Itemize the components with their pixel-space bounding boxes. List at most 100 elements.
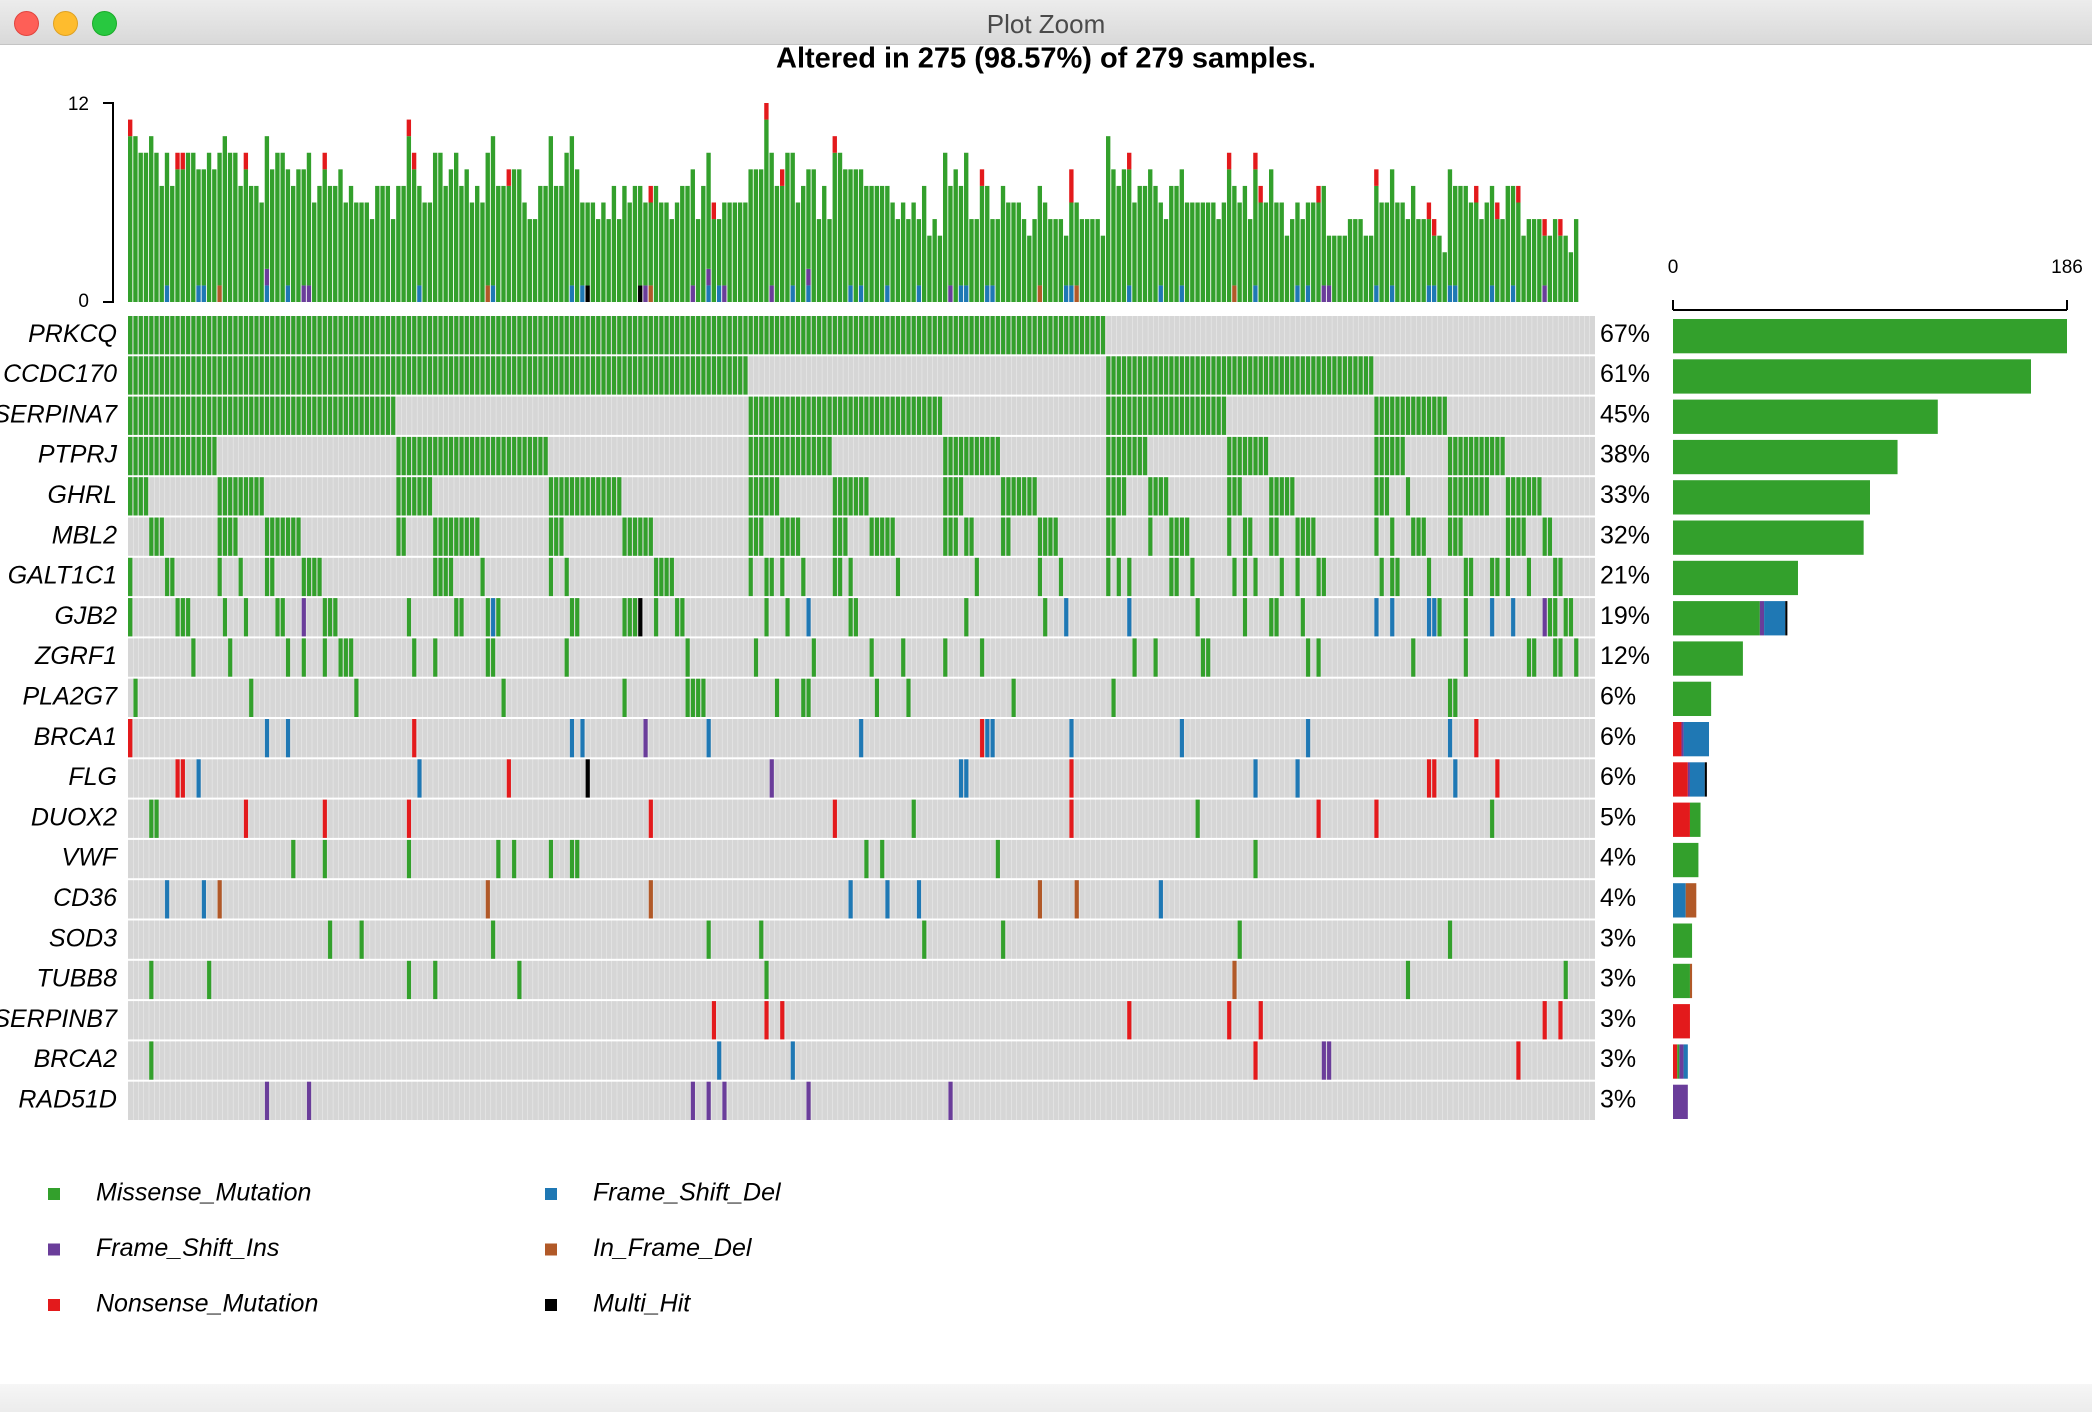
mutation-cell-missense-mutation — [348, 316, 354, 355]
mutation-cell-missense-mutation — [1269, 517, 1274, 556]
mutation-cell-missense-mutation — [448, 557, 454, 597]
mutation-cell-missense-mutation — [133, 436, 138, 476]
mutation-cell-missense-mutation — [1526, 638, 1532, 677]
gene-count-segment-in-frame-del — [1689, 963, 1693, 999]
mutation-cell-missense-mutation — [680, 356, 685, 395]
tmb-bar-segment-missense-mutation — [1279, 202, 1284, 302]
mutation-cell-missense-mutation — [574, 598, 580, 637]
mutation-cell-missense-mutation — [149, 799, 154, 838]
gene-count-bar-serpina7 — [1673, 399, 1938, 434]
mutation-cell-missense-mutation — [648, 356, 653, 395]
mutation-cell-missense-mutation — [170, 356, 175, 395]
mutation-cell-missense-mutation — [1437, 598, 1442, 637]
mutation-cell-missense-mutation — [548, 517, 554, 556]
mutation-cell-missense-mutation — [622, 356, 627, 395]
mutation-cell-frame-shift-ins — [306, 1081, 312, 1120]
mutation-cell-missense-mutation — [606, 477, 611, 516]
mutation-cell-missense-mutation — [1226, 436, 1232, 476]
mutation-cell-missense-mutation — [1374, 436, 1379, 476]
gene-count-segment-missense-mutation — [1673, 923, 1693, 958]
mutation-cell-missense-mutation — [532, 436, 538, 476]
gene-row-brca1 — [128, 719, 1595, 758]
mutation-cell-missense-mutation — [291, 396, 296, 435]
tmb-bar-segment-missense-mutation — [275, 152, 280, 302]
mutation-cell-missense-mutation — [411, 356, 417, 395]
gene-row-background — [128, 436, 1595, 476]
mutation-cell-missense-mutation — [1132, 396, 1137, 435]
mutation-cell-missense-mutation — [432, 960, 438, 1000]
gene-percent-label: 38% — [1600, 441, 1650, 469]
mutation-cell-missense-mutation — [685, 316, 690, 355]
mutation-cell-missense-mutation — [1421, 396, 1426, 435]
mutation-cell-missense-mutation — [1174, 557, 1179, 597]
mutation-cell-missense-mutation — [438, 436, 443, 476]
mutation-cell-missense-mutation — [769, 436, 774, 476]
mutation-cell-missense-mutation — [538, 316, 543, 355]
mutation-cell-missense-mutation — [795, 436, 801, 476]
tmb-bar-segment-missense-mutation — [390, 219, 396, 302]
mutation-cell-missense-mutation — [154, 316, 159, 355]
mutation-cell-missense-mutation — [238, 356, 243, 395]
mutation-cell-missense-mutation — [1158, 396, 1163, 435]
mutation-cell-missense-mutation — [748, 477, 753, 516]
percent-labels: 67%61%45%38%33%32%21%19%12%6%6%6%5%4%4%3… — [1600, 320, 1650, 1114]
tmb-bar-segment-missense-mutation — [1263, 202, 1269, 302]
mutation-cell-missense-mutation — [280, 356, 285, 395]
tmb-bar-segment-nonsense-mutation — [1495, 202, 1500, 220]
zoom-window-button[interactable] — [92, 11, 117, 36]
mutation-cell-missense-mutation — [548, 356, 554, 395]
tmb-bar-segment-missense-mutation — [1284, 235, 1290, 302]
mutation-cell-missense-mutation — [943, 517, 948, 556]
mutation-cell-missense-mutation — [227, 356, 233, 395]
tmb-bar-segment-missense-mutation — [1405, 219, 1411, 302]
minimize-window-button[interactable] — [53, 11, 78, 36]
mutation-cell-missense-mutation — [275, 356, 280, 395]
mutation-cell-missense-mutation — [1142, 396, 1148, 435]
mutation-cell-missense-mutation — [685, 678, 690, 717]
mutation-cell-missense-mutation — [264, 316, 270, 355]
gene-label: GHRL — [48, 481, 117, 509]
gene-count-bar-tubb8 — [1673, 963, 1693, 999]
gene-label: CD36 — [53, 884, 117, 912]
mutation-cell-missense-mutation — [532, 316, 538, 355]
close-window-button[interactable] — [14, 11, 39, 36]
mutation-cell-missense-mutation — [149, 356, 154, 395]
tmb-bar-segment-missense-mutation — [753, 169, 759, 302]
mutation-cell-missense-mutation — [1058, 316, 1064, 355]
mutation-cell-nonsense-mutation — [1374, 799, 1379, 838]
mutation-cell-missense-mutation — [1000, 316, 1006, 355]
tmb-bar-segment-missense-mutation — [1426, 219, 1432, 286]
mutation-cell-frame-shift-del — [1426, 598, 1432, 637]
tmb-bar-segment-missense-mutation — [522, 202, 527, 302]
mutation-cell-missense-mutation — [895, 396, 901, 435]
mutation-cell-frame-shift-ins — [722, 1081, 727, 1120]
gene-count-segment-in-frame-del — [1685, 883, 1697, 918]
tmb-bar-segment-nonsense-mutation — [175, 152, 180, 170]
mutation-cell-missense-mutation — [879, 396, 885, 435]
legend-label: Missense_Mutation — [96, 1179, 311, 1207]
mutation-cell-missense-mutation — [259, 316, 264, 355]
mutation-cell-missense-mutation — [864, 477, 869, 516]
tmb-bar-segment-missense-mutation — [1521, 235, 1526, 302]
mutation-cell-missense-mutation — [848, 316, 853, 355]
mutation-cell-missense-mutation — [827, 436, 832, 476]
tmb-bar-segment-frame-shift-del — [201, 285, 206, 302]
gene-percent-label: 3% — [1600, 1005, 1636, 1033]
tmb-bar-segment-missense-mutation — [317, 185, 322, 302]
mutation-cell-frame-shift-del — [417, 759, 422, 798]
mutation-cell-missense-mutation — [727, 316, 732, 355]
mutation-cell-missense-mutation — [680, 598, 685, 637]
tmb-bar-segment-missense-mutation — [1500, 219, 1505, 302]
mutation-cell-missense-mutation — [1479, 477, 1484, 516]
mutation-cell-missense-mutation — [743, 356, 748, 395]
mutation-cell-missense-mutation — [1305, 517, 1311, 556]
gene-label: BRCA2 — [34, 1045, 117, 1073]
tmb-bar-segment-missense-mutation — [1353, 219, 1358, 302]
mutation-cell-missense-mutation — [522, 436, 527, 476]
mutation-cell-missense-mutation — [401, 356, 406, 395]
mutation-cell-missense-mutation — [1058, 557, 1064, 597]
mutation-cell-missense-mutation — [1132, 436, 1137, 476]
mutation-cell-missense-mutation — [595, 356, 601, 395]
mutation-cell-frame-shift-del — [885, 880, 890, 919]
gene-row-vwf — [128, 839, 1595, 879]
